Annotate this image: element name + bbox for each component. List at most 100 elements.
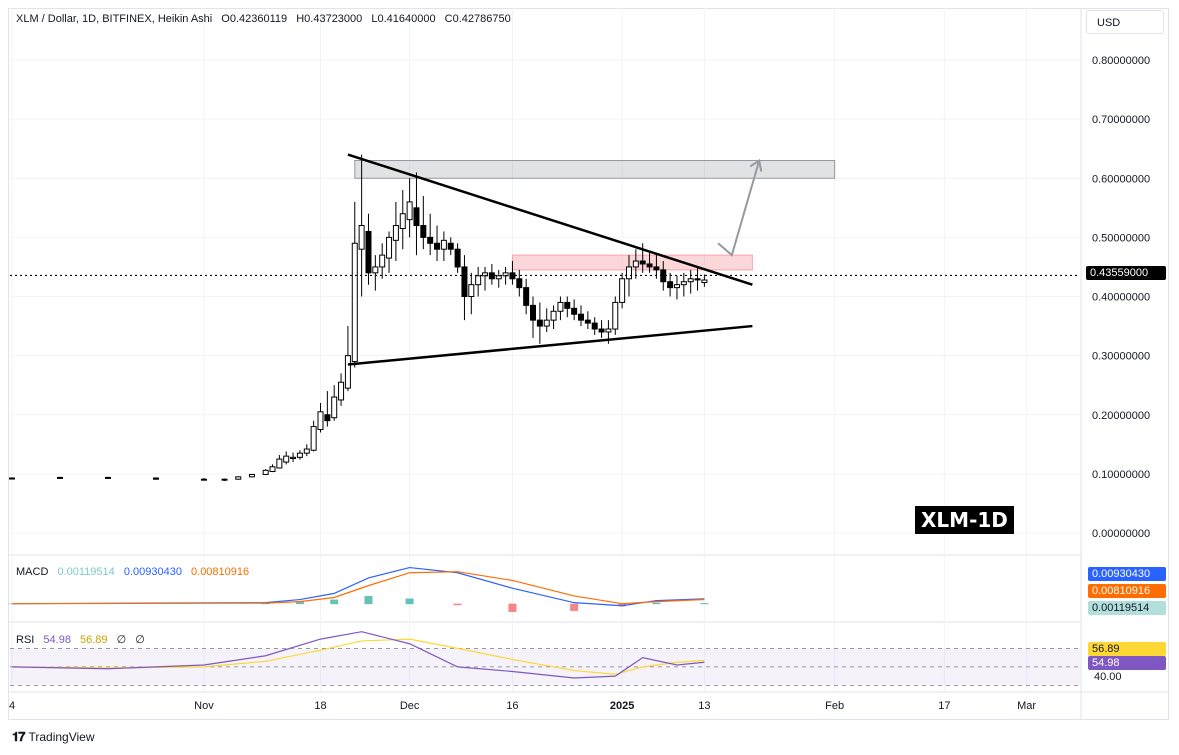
x-tick-label: 4 bbox=[9, 700, 15, 712]
y-tick-label: 0.50000000 bbox=[1092, 232, 1150, 244]
candle-body bbox=[296, 452, 303, 458]
candle-body bbox=[447, 242, 454, 250]
symbol-line: XLM / Dollar, 1D, BITFINEX, Heikin Ashi bbox=[16, 13, 213, 25]
macd-hist-bar bbox=[700, 603, 709, 605]
resistance-zone bbox=[354, 160, 836, 179]
candle-body bbox=[358, 225, 365, 250]
watermark-label: XLM-1D bbox=[915, 506, 1014, 534]
candle-body bbox=[235, 476, 242, 480]
candle-body bbox=[694, 278, 701, 281]
candle-body bbox=[557, 301, 564, 312]
candle-body bbox=[577, 313, 584, 321]
candle-body bbox=[639, 260, 646, 265]
macd-legend: MACD 0.00119514 0.00930430 0.00810916 bbox=[16, 566, 255, 578]
candle-body bbox=[248, 473, 255, 478]
candle-body bbox=[324, 414, 331, 422]
rsi-ma-value: 56.89 bbox=[80, 634, 108, 646]
candle-body bbox=[365, 230, 372, 274]
candle-body bbox=[152, 477, 159, 480]
y-tick-label: 0.30000000 bbox=[1092, 351, 1150, 363]
candle-body bbox=[104, 476, 111, 479]
candle-body bbox=[399, 213, 406, 230]
candle-body bbox=[509, 272, 516, 280]
x-tick-label: Mar bbox=[1017, 700, 1036, 712]
rsi-legend: RSI 54.98 56.89 ∅ ∅ bbox=[16, 633, 151, 646]
candle-body bbox=[276, 458, 283, 469]
footer: 𝟏𝟕 TradingView bbox=[12, 729, 95, 745]
rsi-level-label: 40.00 bbox=[1094, 671, 1122, 683]
macd-hist-bar bbox=[570, 603, 579, 611]
candle-body bbox=[372, 266, 379, 274]
macd-hist-bar bbox=[652, 602, 661, 605]
candle-body bbox=[680, 281, 687, 286]
chart-frame bbox=[8, 8, 1169, 720]
candle-body bbox=[269, 466, 276, 473]
candle-body bbox=[379, 254, 386, 268]
rsi-extra-2: ∅ bbox=[135, 634, 145, 646]
close-value: C0.42786750 bbox=[444, 13, 511, 25]
candle-body bbox=[550, 310, 557, 321]
projection-arrow bbox=[717, 160, 761, 257]
rsi-line bbox=[11, 631, 705, 679]
candle-body bbox=[310, 426, 317, 451]
candle-body bbox=[632, 260, 639, 268]
macd-hist-value: 0.00119514 bbox=[57, 566, 115, 578]
candle-body bbox=[461, 266, 468, 297]
candle-body bbox=[221, 478, 228, 481]
macd-hist-bar bbox=[453, 603, 462, 606]
candle-body bbox=[584, 319, 591, 324]
candle-body bbox=[653, 266, 660, 271]
candle-body bbox=[420, 225, 427, 238]
x-tick-label: Dec bbox=[400, 700, 420, 712]
rsi-ma-tag: 56.89 bbox=[1088, 642, 1166, 656]
macd-hist-bar bbox=[405, 598, 414, 605]
candle-body bbox=[283, 455, 290, 463]
macd-signal-line bbox=[11, 571, 705, 605]
candle-body bbox=[625, 266, 632, 280]
candle-body bbox=[598, 328, 605, 333]
candle-body bbox=[475, 275, 482, 286]
macd-line-tag: 0.00930430 bbox=[1088, 567, 1166, 581]
candle-body bbox=[9, 477, 15, 480]
macd-line bbox=[11, 566, 705, 607]
rsi-name: RSI bbox=[16, 634, 35, 646]
candle-body bbox=[386, 236, 393, 259]
symbol-legend: XLM / Dollar, 1D, BITFINEX, Heikin Ashi … bbox=[16, 13, 517, 25]
candle-body bbox=[331, 396, 338, 419]
candle-body bbox=[523, 287, 530, 306]
currency-button[interactable]: USD bbox=[1086, 10, 1164, 34]
candle-body bbox=[612, 301, 619, 330]
rsi-tag: 54.98 bbox=[1088, 656, 1166, 670]
footer-brand[interactable]: TradingView bbox=[28, 730, 95, 744]
candle-body bbox=[646, 263, 653, 268]
candle-body bbox=[468, 284, 475, 297]
x-tick-label: Feb bbox=[825, 700, 844, 712]
candle-body bbox=[392, 225, 399, 241]
macd-hist-bar bbox=[618, 603, 627, 607]
macd-line-value: 0.00930430 bbox=[123, 566, 182, 578]
candle-body bbox=[495, 275, 502, 280]
tradingview-logo-icon: 𝟏𝟕 bbox=[12, 729, 26, 744]
macd-signal-tag: 0.00810916 bbox=[1088, 584, 1166, 598]
high-value: H0.43723000 bbox=[296, 13, 363, 25]
candle-body bbox=[344, 355, 351, 389]
candle-body bbox=[454, 248, 461, 268]
x-tick-label: 16 bbox=[506, 700, 518, 712]
lower-trendline bbox=[347, 324, 753, 366]
candle-body bbox=[413, 207, 420, 227]
macd-name: MACD bbox=[16, 566, 49, 578]
supply-zone bbox=[511, 254, 753, 271]
y-tick-label: 0.80000000 bbox=[1092, 55, 1150, 67]
rsi-extra-1: ∅ bbox=[116, 634, 127, 646]
macd-hist-bar bbox=[330, 599, 339, 605]
projection-arrow-head bbox=[749, 158, 763, 172]
candle-body bbox=[571, 307, 578, 315]
candle-body bbox=[564, 301, 571, 309]
upper-trendline bbox=[347, 153, 753, 286]
macd-hist-bar bbox=[508, 603, 517, 612]
y-tick-label: 0.40000000 bbox=[1092, 292, 1150, 304]
candle-body bbox=[530, 304, 537, 321]
candle-body bbox=[687, 278, 694, 283]
low-value: L0.41640000 bbox=[371, 13, 436, 25]
